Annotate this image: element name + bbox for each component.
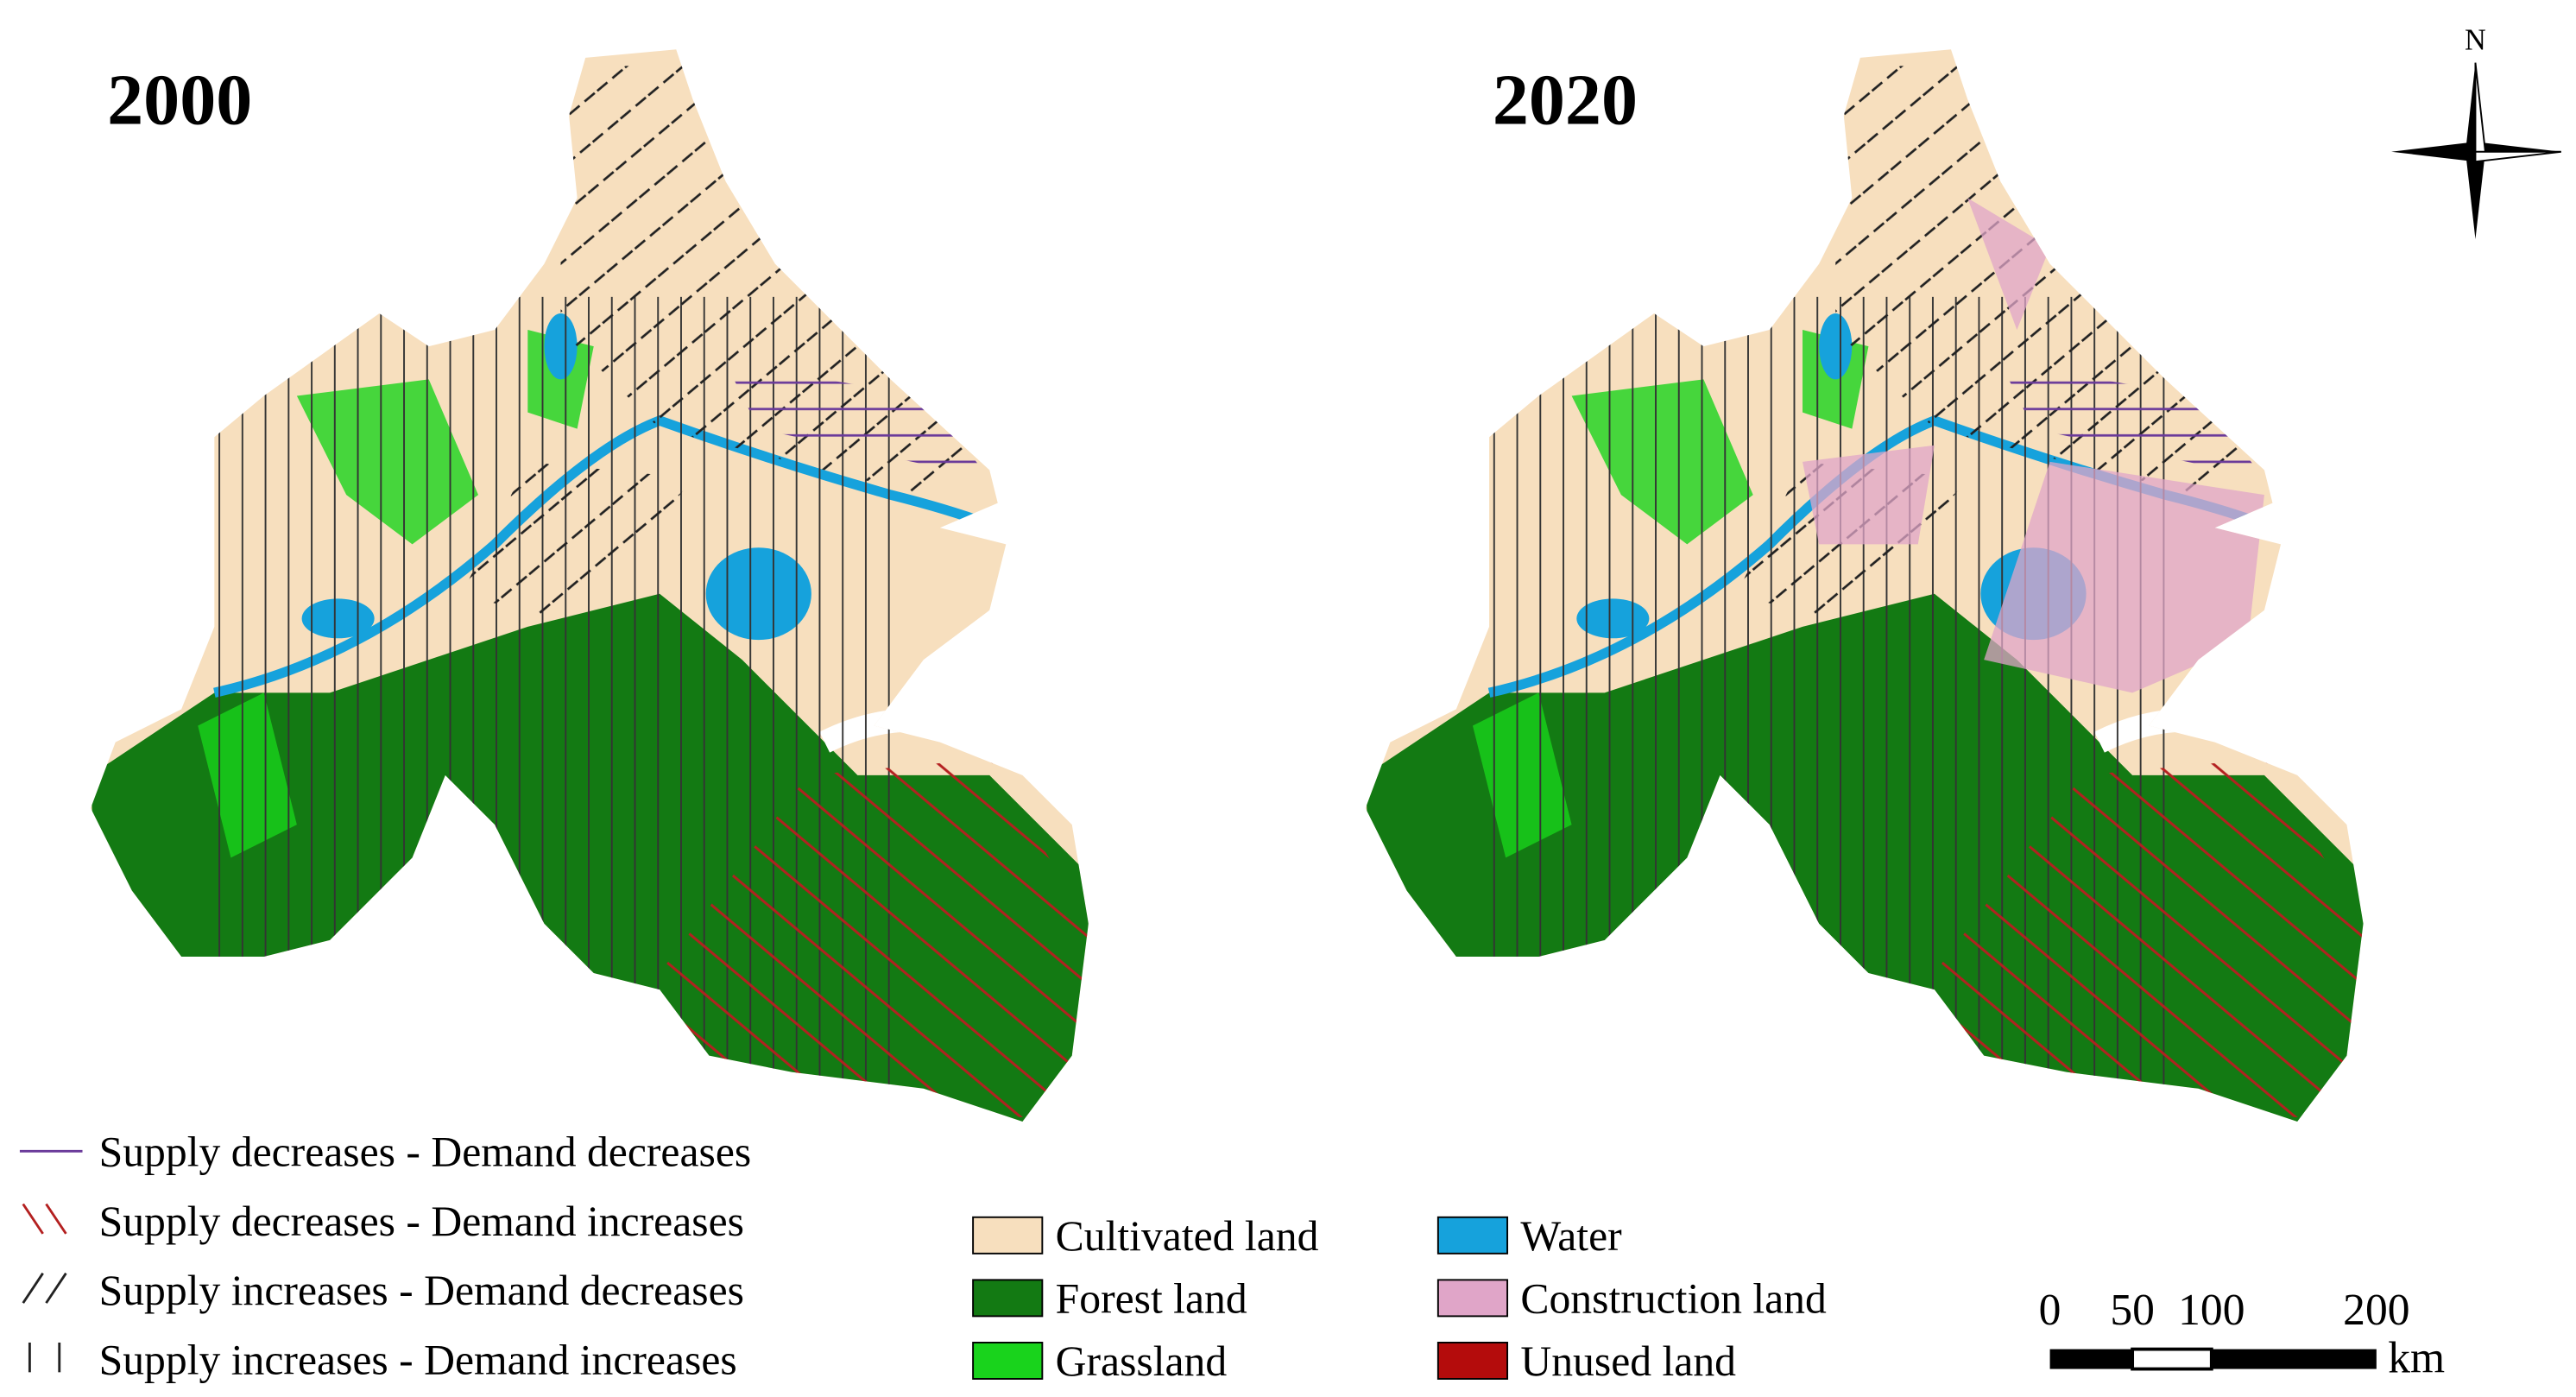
legend-symbol xyxy=(45,1203,67,1235)
north-arrow: N xyxy=(2391,23,2561,239)
legend-swatch xyxy=(972,1216,1044,1255)
scale-unit: km xyxy=(2388,1333,2445,1382)
north-label: N xyxy=(2465,23,2486,56)
scale-label: 200 xyxy=(2343,1286,2409,1335)
scale-label: 0 xyxy=(2039,1286,2061,1335)
legend-label: Supply increases - Demand decreases xyxy=(99,1267,744,1314)
map-title: 2020 xyxy=(1493,60,1638,140)
map-title: 2000 xyxy=(107,60,252,140)
legend-label: Supply decreases - Demand decreases xyxy=(99,1128,752,1176)
legend-label: Supply decreases - Demand increases xyxy=(99,1198,744,1245)
legend-swatch xyxy=(972,1342,1044,1380)
scale-label: 100 xyxy=(2178,1286,2245,1335)
legend-swatch xyxy=(1436,1342,1509,1380)
legend-swatch xyxy=(1436,1216,1509,1255)
legend-label: Supply increases - Demand increases xyxy=(99,1336,737,1383)
legend-label: Water xyxy=(1520,1212,1622,1260)
map-2020 xyxy=(1366,49,2380,1154)
legend-symbol xyxy=(22,1203,44,1235)
scale-bar: 0 50 100 200 km xyxy=(2039,1286,2445,1382)
change-legend: Supply decreases - Demand decreases Suppl… xyxy=(19,1128,752,1383)
legend-label: Forest land xyxy=(1056,1275,1247,1323)
legend-label: Construction land xyxy=(1520,1275,1827,1323)
legend-symbol xyxy=(45,1272,67,1304)
legend-swatch xyxy=(972,1279,1044,1318)
map-2000 xyxy=(91,49,1105,1154)
landuse-legend: Cultivated land Forest land Grassland Water… xyxy=(972,1212,1827,1385)
scale-label: 50 xyxy=(2110,1286,2155,1335)
legend-label: Cultivated land xyxy=(1056,1212,1319,1260)
legend-symbol xyxy=(22,1272,44,1304)
legend-label: Grassland xyxy=(1056,1337,1228,1385)
legend-swatch xyxy=(1436,1279,1509,1318)
legend-label: Unused land xyxy=(1520,1337,1736,1385)
